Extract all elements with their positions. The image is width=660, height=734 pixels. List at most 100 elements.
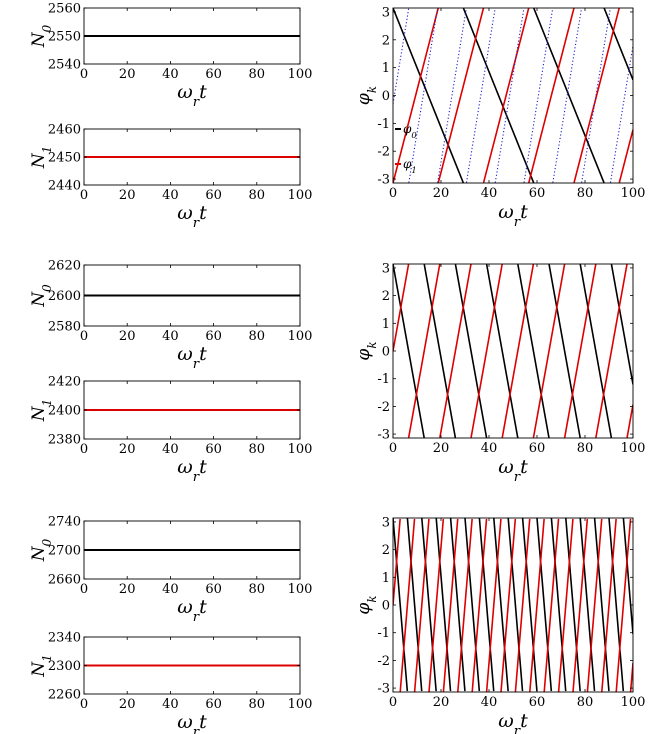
y-tick-label: 3 [382,515,390,530]
phase-series-2 [393,8,633,183]
y-tick-label: 1 [382,571,390,586]
x-axis-label: ωrt [498,710,528,734]
x-tick-label: 100 [288,67,313,82]
phase-branch-5 [523,8,554,183]
panel-row3-N1: 0 20 40 60 80 100 2260 2300 2340 ωrt N1 [29,631,312,734]
y-tick-label: 2300 [48,659,81,674]
x-tick-label: 100 [621,441,646,456]
phase-branch-3 [470,264,503,438]
phase-branch-4 [442,518,459,692]
x-tick-label: 80 [249,442,266,457]
panel-row2-N0: 0 20 40 60 80 100 2580 2600 2620 ωrt N0 [29,259,312,372]
x-tick-label: 0 [80,697,88,712]
x-tick-label: 100 [288,329,313,344]
x-tick-label: 40 [162,329,179,344]
x-axis-label: ωrt [177,343,207,372]
phase-branch-15 [608,518,625,692]
y-axis-label: φk [354,86,379,105]
y-tick-label: -3 [377,428,390,443]
panel-row1-phase: 0 20 40 60 80 100 -3 -2 -1 0 1 2 3 ωrt φk φ0 φ1 [354,5,645,229]
x-tick-label: 100 [621,695,646,710]
phase-branch-0 [393,264,410,352]
x-tick-label: 40 [162,188,179,203]
y-axis-label: φk [354,341,379,360]
phase-branch-1 [399,518,416,692]
x-tick-label: 60 [205,582,222,597]
x-tick-label: 60 [205,188,222,203]
legend-entry: φ1 [403,157,417,175]
phase-branch-7 [581,8,611,183]
phase-branch-2 [437,8,467,183]
x-tick-label: 0 [80,442,88,457]
panel-row1-N0: 0 20 40 60 80 100 2540 2550 2560 ωrt N0 [29,2,312,110]
y-tick-label: 2660 [48,573,81,588]
y-tick-label: 2620 [48,259,81,274]
y-tick-label: -1 [377,626,390,641]
x-tick-label: 40 [481,695,498,710]
x-tick-label: 80 [249,67,266,82]
plot-area [393,8,633,183]
y-tick-label: -1 [377,117,390,132]
y-tick-label: 3 [382,261,390,276]
y-tick-label: 2260 [48,688,81,703]
phase-series-0 [393,264,633,438]
phase-branch-3 [603,8,633,81]
x-tick-label: 0 [80,582,88,597]
phase-branch-10 [529,518,545,692]
phase-branch-4 [517,264,550,438]
x-tick-label: 60 [205,329,222,344]
phase-branch-0 [393,8,410,104]
x-tick-label: 0 [80,329,88,344]
phase-branch-9 [521,518,538,692]
x-tick-label: 60 [529,186,546,201]
phase-branch-8 [609,45,633,183]
x-axis-label: ωrt [177,711,207,734]
phase-branch-8 [500,518,517,692]
x-tick-label: 80 [249,697,266,712]
x-tick-label: 40 [162,582,179,597]
phase-branch-7 [485,518,502,692]
y-tick-label: 2 [382,543,390,558]
phase-branch-1 [437,8,485,183]
phase-branch-15 [601,518,617,692]
x-tick-label: 60 [205,697,222,712]
y-axis-label: N0 [29,24,54,48]
phase-branch-2 [413,518,430,692]
y-axis-label: φk [354,595,379,614]
panel-row3-N0: 0 20 40 60 80 100 2660 2700 2740 ωrt N0 [29,515,312,625]
phase-branch-7 [493,518,509,692]
y-tick-label: 2560 [48,2,81,17]
y-tick-label: 2740 [48,515,81,530]
legend: φ0 φ1 [395,122,417,175]
y-axis-label: N0 [29,538,54,562]
x-axis-label: ωrt [177,456,207,485]
x-tick-label: 20 [119,67,136,82]
phase-branch-14 [586,518,603,692]
x-tick-label: 0 [389,695,397,710]
plot-area [393,518,633,692]
phase-branch-3 [527,8,575,183]
phase-branch-8 [626,404,633,438]
panel-row1-N1: 0 20 40 60 80 100 2440 2450 2460 ωrt N1 [29,123,312,231]
phase-series-1 [393,8,633,183]
x-axis-label: ωrt [498,456,528,485]
phase-branch-0 [393,264,425,438]
y-tick-label: 0 [382,345,390,360]
x-tick-label: 100 [288,697,313,712]
y-tick-label: 2600 [48,289,81,304]
phase-branch-13 [572,518,589,692]
phase-branch-5 [618,129,633,183]
x-tick-label: 20 [119,442,136,457]
y-tick-label: -2 [377,400,390,415]
phase-branch-0 [393,518,409,692]
y-tick-label: 1 [382,317,390,332]
phase-branch-12 [565,518,581,692]
panel-row3-phase: 0 20 40 60 80 100 -3 -2 -1 0 1 2 3 ωrt φk [354,515,645,734]
phase-branch-4 [573,8,620,183]
phase-branch-11 [543,518,560,692]
y-tick-label: 2340 [48,631,81,646]
x-tick-label: 100 [288,582,313,597]
x-tick-label: 0 [389,441,397,456]
x-tick-label: 100 [288,188,313,203]
